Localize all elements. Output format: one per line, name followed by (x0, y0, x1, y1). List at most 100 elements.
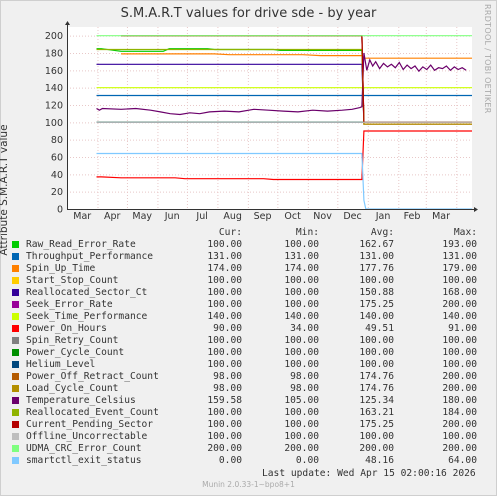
x-tick-label: Sep (254, 211, 272, 222)
legend-max: 200.00 (442, 419, 477, 430)
legend-min: 100.00 (284, 347, 319, 358)
legend-max: 200.00 (442, 371, 477, 382)
legend-min: 100.00 (284, 359, 319, 370)
legend-name: Load_Cycle_Count (26, 383, 119, 394)
y-tick-label: 200 (45, 31, 63, 42)
legend-header-row: Cur: Min: Avg: Max: (10, 227, 490, 239)
legend-name: Reallocated_Sector_Ct (26, 287, 148, 298)
legend-name: Seek_Time_Performance (26, 311, 148, 322)
legend-swatch (12, 457, 19, 464)
legend-row: Spin_Up_Time 174.00 174.00 177.76 179.00 (10, 263, 490, 275)
legend-swatch (12, 289, 19, 296)
y-tick-label: 100 (45, 118, 63, 129)
legend-cur: 100.00 (207, 407, 242, 418)
legend-row: Power_On_Hours 90.00 34.00 49.51 91.00 (10, 323, 490, 335)
legend-cur: 100.00 (207, 275, 242, 286)
legend-row: Helium_Level 100.00 100.00 100.00 100.00 (10, 359, 490, 371)
legend-max: 100.00 (442, 275, 477, 286)
legend-avg: 174.76 (359, 383, 394, 394)
legend-name: Start_Stop_Count (26, 275, 119, 286)
legend-avg: 150.88 (359, 287, 394, 298)
x-tick-label: Jun (164, 211, 180, 222)
legend-swatch (12, 337, 19, 344)
legend-avg: 100.00 (359, 335, 394, 346)
legend-cur: 100.00 (207, 239, 242, 250)
legend-cur: 100.00 (207, 347, 242, 358)
legend-avg: 175.25 (359, 299, 394, 310)
legend-name: Temperature_Celsius (26, 395, 136, 406)
x-tick-label: Jan (375, 211, 391, 222)
legend-avg: 100.00 (359, 431, 394, 442)
legend-cur: 98.00 (213, 371, 242, 382)
legend-swatch (12, 277, 19, 284)
y-tick-label: 180 (45, 49, 63, 60)
legend-rows: Raw_Read_Error_Rate 100.00 100.00 162.67 193… (10, 239, 490, 467)
legend-cur: 0.00 (218, 455, 242, 466)
legend-avg: 125.34 (359, 395, 394, 406)
y-tick-label: 140 (45, 83, 63, 94)
legend-header-avg: Avg: (370, 227, 394, 238)
legend-cur: 100.00 (207, 431, 242, 442)
x-tick-label: Dec (343, 211, 361, 222)
legend-header-cur: Cur: (218, 227, 242, 238)
legend-name: Power_Cycle_Count (26, 347, 125, 358)
legend-swatch (12, 421, 19, 428)
legend-name: Spin_Retry_Count (26, 335, 119, 346)
legend-min: 100.00 (284, 335, 319, 346)
legend-row: smartctl_exit_status 0.00 0.00 48.16 64.00 (10, 455, 490, 467)
legend-max: 180.00 (442, 395, 477, 406)
legend-max: 100.00 (442, 359, 477, 370)
legend-swatch (12, 265, 19, 272)
x-axis-arrow (474, 207, 478, 212)
legend-max: 168.00 (442, 287, 477, 298)
legend-cur: 100.00 (207, 335, 242, 346)
x-tick-label: Feb (404, 211, 421, 222)
legend-avg: 100.00 (359, 359, 394, 370)
legend-cur: 200.00 (207, 443, 242, 454)
chart-title: S.M.A.R.T values for drive sde - by year (120, 6, 377, 21)
legend-min: 100.00 (284, 239, 319, 250)
legend-max: 193.00 (442, 239, 477, 250)
legend-avg: 131.00 (359, 251, 394, 262)
legend-row: Current_Pending_Sector 100.00 100.00 175.25… (10, 419, 490, 431)
legend-name: Raw_Read_Error_Rate (26, 239, 136, 250)
legend-header-min: Min: (295, 227, 319, 238)
y-axis-arrow (65, 21, 70, 25)
legend-avg: 48.16 (365, 455, 394, 466)
legend-max: 64.00 (448, 455, 477, 466)
legend-avg: 174.76 (359, 371, 394, 382)
legend-row: Spin_Retry_Count 100.00 100.00 100.00 100.00 (10, 335, 490, 347)
legend-row: Power_Off_Retract_Count 98.00 98.00 174.76 2… (10, 371, 490, 383)
legend-min: 100.00 (284, 419, 319, 430)
legend-row: Reallocated_Sector_Ct 100.00 100.00 150.88 1… (10, 287, 490, 299)
legend-avg: 200.00 (359, 443, 394, 454)
x-tick-label: Nov (313, 211, 332, 222)
legend-name: smartctl_exit_status (26, 455, 142, 466)
legend-max: 140.00 (442, 311, 477, 322)
legend: Cur: Min: Avg: Max: Raw_Read_Error_Rate 1… (10, 227, 490, 467)
legend-row: Raw_Read_Error_Rate 100.00 100.00 162.67 193… (10, 239, 490, 251)
legend-avg: 140.00 (359, 311, 394, 322)
legend-name: Throughput_Performance (26, 251, 154, 262)
legend-row: Throughput_Performance 131.00 131.00 131.00… (10, 251, 490, 263)
legend-name: Current_Pending_Sector (26, 419, 154, 430)
legend-max: 200.00 (442, 299, 477, 310)
x-tick-label: Aug (223, 211, 242, 222)
legend-avg: 162.67 (359, 239, 394, 250)
legend-min: 174.00 (284, 263, 319, 274)
legend-row: Power_Cycle_Count 100.00 100.00 100.00 100.0… (10, 347, 490, 359)
legend-cur: 100.00 (207, 419, 242, 430)
legend-cur: 100.00 (207, 359, 242, 370)
y-tick-label: 0 (57, 205, 63, 216)
munin-version: Munin 2.0.33-1~bpo8+1 (202, 480, 295, 489)
legend-cur: 131.00 (207, 251, 242, 262)
legend-swatch (12, 361, 19, 368)
legend-row: Reallocated_Event_Count 100.00 100.00 163.2… (10, 407, 490, 419)
rrdtool-watermark: RRDTOOL / TOBI OETIKER (483, 4, 492, 114)
x-tick-label: Mar (73, 211, 91, 222)
legend-swatch (12, 325, 19, 332)
legend-min: 100.00 (284, 407, 319, 418)
legend-avg: 163.21 (359, 407, 394, 418)
legend-min: 105.00 (284, 395, 319, 406)
legend-min: 34.00 (290, 323, 319, 334)
